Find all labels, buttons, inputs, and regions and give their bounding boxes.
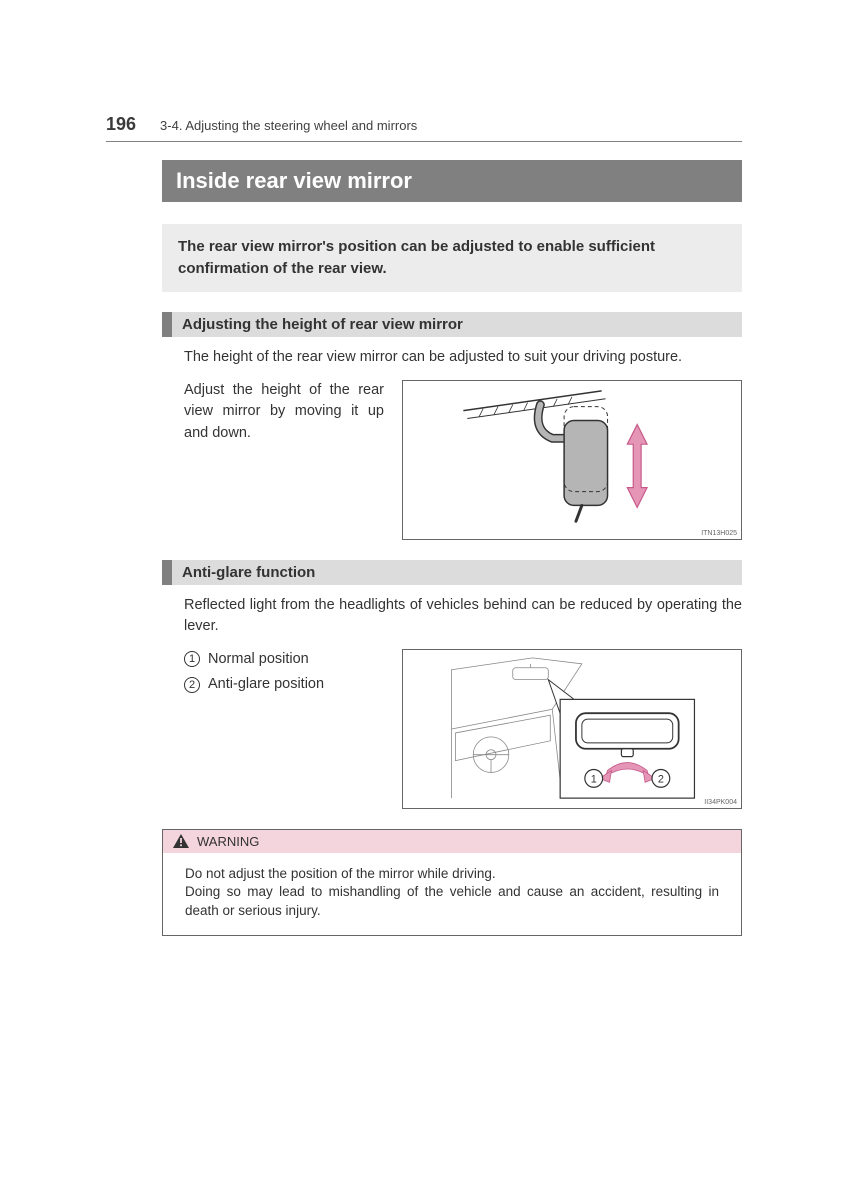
svg-text:1: 1: [591, 773, 597, 785]
section-heading-antiglare: Anti-glare function: [162, 560, 742, 585]
list-item: 2 Anti-glare position: [184, 674, 384, 696]
figure-antiglare: 1 2 II34PK004: [402, 649, 742, 809]
circled-number-2: 2: [184, 677, 200, 693]
list-item-label: Normal position: [208, 649, 309, 671]
warning-line2: Doing so may lead to mishandling of the …: [185, 883, 719, 921]
svg-text:2: 2: [658, 773, 664, 785]
section2-list: 1 Normal position 2 Anti-glare position: [184, 649, 384, 701]
page-number: 196: [106, 114, 136, 135]
page-header: 196 3-4. Adjusting the steering wheel an…: [106, 114, 742, 142]
figure2-code: II34PK004: [704, 799, 737, 806]
section2-body: Reflected light from the headlights of v…: [184, 595, 742, 637]
section1-body: The height of the rear view mirror can b…: [184, 347, 742, 368]
figure-height-adjust: ITN13H025: [402, 380, 742, 540]
warning-body: Do not adjust the position of the mirror…: [163, 853, 741, 936]
circled-number-1: 1: [184, 651, 200, 667]
figure1-code: ITN13H025: [701, 530, 737, 537]
warning-header: WARNING: [163, 830, 741, 853]
list-item: 1 Normal position: [184, 649, 384, 671]
section-heading-height: Adjusting the height of rear view mirror: [162, 312, 742, 337]
warning-line1: Do not adjust the position of the mirror…: [185, 865, 719, 884]
section1-side-text: Adjust the height of the rear view mirro…: [184, 380, 384, 445]
warning-label: WARNING: [197, 834, 259, 849]
intro-box: The rear view mirror's position can be a…: [162, 224, 742, 292]
warning-box: WARNING Do not adjust the position of th…: [162, 829, 742, 937]
warning-icon: [173, 834, 189, 848]
page-title: Inside rear view mirror: [162, 160, 742, 202]
breadcrumb: 3-4. Adjusting the steering wheel and mi…: [160, 118, 417, 133]
list-item-label: Anti-glare position: [208, 674, 324, 696]
